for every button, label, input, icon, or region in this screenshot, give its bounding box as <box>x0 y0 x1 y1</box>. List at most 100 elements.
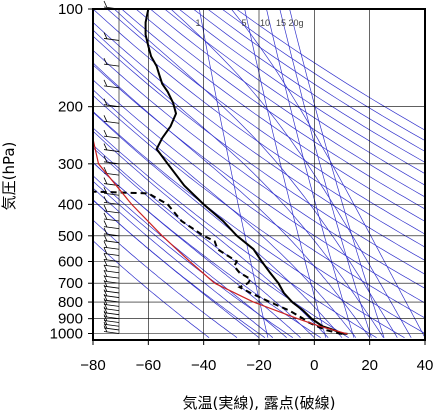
wind-barb-flag <box>103 98 108 106</box>
mixing-ratio-line <box>266 9 355 338</box>
x-tick-label: −40 <box>191 357 216 374</box>
wind-barb <box>103 285 120 289</box>
wind-barb-flag <box>103 155 108 163</box>
y-axis-title: 気圧(hPa) <box>0 142 18 211</box>
wind-barb-flag <box>103 234 108 242</box>
gridlines <box>92 8 426 340</box>
moist-adiabat-line <box>93 130 329 338</box>
wind-barb <box>103 303 120 307</box>
wind-barb <box>103 63 120 67</box>
y-tick-label: 800 <box>58 294 83 311</box>
wind-barb-flag <box>103 306 108 314</box>
x-tick-label: −60 <box>136 357 161 374</box>
wind-barb-flag <box>103 212 108 220</box>
dry-adiabat-line <box>93 127 377 338</box>
wind-barb <box>103 270 120 274</box>
mixing-ratio-label: 1 <box>195 18 200 28</box>
y-tick-label: 600 <box>58 254 83 271</box>
moist-adiabat-line <box>93 147 315 338</box>
wind-barb-flag <box>103 204 108 212</box>
dry-adiabat-line <box>164 9 425 186</box>
wind-barb-flag <box>103 220 108 228</box>
x-tick-label: 40 <box>417 357 434 374</box>
x-axis: −80 −60 −40 −20 0 20 40 <box>80 340 433 374</box>
dry-adiabat-line <box>93 162 321 338</box>
wind-barbs <box>103 0 120 334</box>
moist-adiabat-line <box>170 9 412 338</box>
dry-adiabat-line <box>93 35 425 275</box>
moist-adiabat-line <box>93 29 384 338</box>
wind-barb <box>103 218 120 222</box>
dry-adiabat-line <box>93 94 425 334</box>
dry-adiabat-line <box>192 9 425 163</box>
dry-adiabat-line <box>93 79 425 319</box>
wind-barb-flag <box>103 241 108 248</box>
wind-barb-flag <box>103 129 108 137</box>
wind-barb-flag <box>103 57 108 65</box>
wind-barb-flag <box>103 264 108 272</box>
mixing-ratio-label: 15 <box>276 18 286 28</box>
wind-barb-flag <box>103 325 108 333</box>
profile-series <box>93 9 348 335</box>
wind-barb-flag <box>103 318 108 325</box>
dry-adiabat-line <box>121 9 425 222</box>
moist-adiabat-line <box>93 161 301 338</box>
parcel-line <box>93 136 348 335</box>
wind-barb-flag <box>103 32 108 40</box>
mixing-ratio-line <box>198 9 269 338</box>
wind-barb-flag <box>103 310 108 318</box>
x-tick-label: −20 <box>246 357 271 374</box>
wind-barb <box>103 226 120 229</box>
wind-barb-flag <box>103 79 108 87</box>
dry-adiabat-line <box>150 9 425 198</box>
mixing-ratio-line <box>289 9 385 338</box>
wind-barb-flag <box>103 314 108 322</box>
wind-barb-flag <box>103 259 108 266</box>
y-tick-label: 200 <box>58 99 83 116</box>
y-tick-label: 700 <box>58 275 83 292</box>
wind-barb-flag <box>103 115 108 122</box>
wind-barb <box>103 149 120 152</box>
wind-barb-flag <box>103 166 108 174</box>
dry-adiabat-line <box>178 9 425 175</box>
dry-adiabat-line <box>207 9 425 152</box>
mixing-ratio-label: 5 <box>241 18 246 28</box>
x-tick-label: 20 <box>361 357 378 374</box>
wind-barb-flag <box>103 196 108 204</box>
wind-barb <box>103 192 120 196</box>
dry-adiabat-line <box>93 219 238 338</box>
wind-barb-flag <box>103 0 108 8</box>
dry-adiabat-line <box>107 9 425 235</box>
dry-adiabat-line <box>93 49 425 289</box>
x-axis-title: 気温(実線), 露点(破線) <box>183 394 336 412</box>
wind-barb <box>103 308 120 311</box>
wind-barb <box>103 312 120 316</box>
wind-barb-flag <box>103 253 108 261</box>
mixing-ratio-label: 20g <box>288 18 303 28</box>
dry-adiabat-line <box>93 21 425 261</box>
temperature-line <box>144 9 348 335</box>
x-tick-label: 0 <box>310 357 318 374</box>
mixing-ratio-labels: 1 5 10 15 20g <box>195 18 303 28</box>
y-tick-label: 300 <box>58 156 83 173</box>
y-tick-label: 1000 <box>50 326 83 343</box>
wind-barb <box>103 253 120 256</box>
moist-adiabat-line <box>113 9 398 338</box>
dry-adiabat-line <box>93 64 425 304</box>
y-tick-label: 500 <box>58 228 83 245</box>
wind-barb <box>103 290 120 294</box>
wind-barb <box>103 295 120 298</box>
wind-barb <box>103 246 120 250</box>
wind-barb-flag <box>103 227 108 235</box>
moist-adiabat-line <box>93 199 260 338</box>
x-tick-label: −80 <box>80 357 105 374</box>
wind-barb-flag <box>103 321 108 329</box>
moist-adiabat-line <box>93 89 357 338</box>
mixing-ratio-label: 10 <box>260 18 270 28</box>
y-tick-label: 900 <box>58 311 83 328</box>
dry-adiabat-line <box>135 9 425 210</box>
wind-barb-flag <box>103 177 108 185</box>
wind-barb <box>103 275 120 279</box>
